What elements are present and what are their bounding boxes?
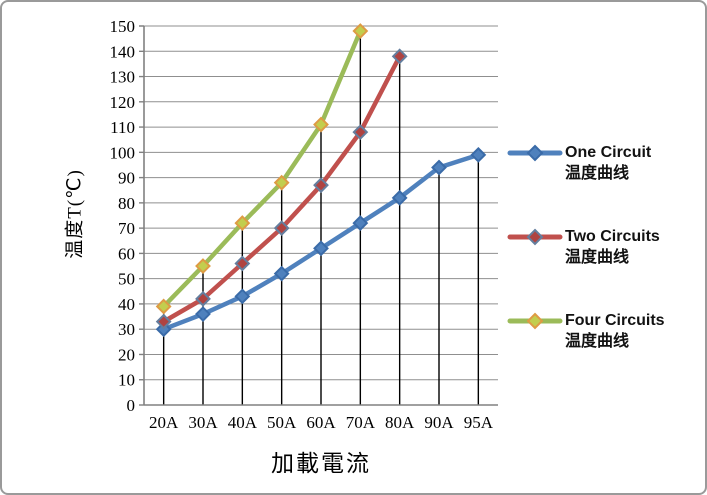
svg-text:90: 90 [118,169,135,188]
legend-label-four-circuits: Four Circuits [565,312,665,329]
svg-text:50A: 50A [267,413,297,432]
svg-text:60: 60 [118,244,135,263]
svg-text:80: 80 [118,194,135,213]
x-axis-title: 加載電流 [271,451,371,476]
svg-text:20: 20 [118,345,135,364]
series-lines [155,23,487,338]
legend-label-two-circuits: Two Circuits [565,228,660,245]
svg-text:95A: 95A [464,413,494,432]
svg-text:10: 10 [118,371,135,390]
svg-text:140: 140 [110,42,136,61]
axes [139,25,498,406]
drop-lines [162,31,480,405]
svg-text:50: 50 [118,270,135,289]
y-axis-title: 温度T(℃) [64,169,86,259]
y-tick-labels: 0 10 20 30 40 50 60 70 80 90 100 110 120 130 140 150 [110,17,136,415]
svg-text:150: 150 [110,17,136,36]
svg-text:90A: 90A [424,413,454,432]
legend-label-two-circuits-cjk: 温度曲线 [565,249,630,266]
svg-text:70A: 70A [346,413,376,432]
svg-text:100: 100 [110,143,136,162]
svg-text:70: 70 [118,219,135,238]
svg-text:110: 110 [110,118,135,137]
legend-label-one-circuit-cjk: 温度曲线 [565,165,630,182]
svg-text:30A: 30A [188,413,218,432]
legend-entry-four-circuits: Four Circuits 温度曲线 [507,310,665,352]
legend-label-four-circuits-cjk: 温度曲线 [565,333,630,350]
svg-text:40A: 40A [228,413,258,432]
svg-text:40: 40 [118,295,135,314]
legend-entry-one-circuit: One Circuit 温度曲线 [507,142,651,184]
x-tick-labels: 20A 30A 40A 50A 60A 70A 80A 90A 95A [149,413,494,432]
four-circuits-series-marker-icon [507,312,563,330]
one-circuit-series-marker-icon [507,144,563,162]
svg-text:120: 120 [110,93,136,112]
two-circuits-series-marker-icon [507,228,563,246]
svg-text:0: 0 [127,396,136,415]
svg-text:130: 130 [110,68,136,87]
svg-text:30: 30 [118,320,135,339]
legend-entry-two-circuits: Two Circuits 温度曲线 [507,226,660,268]
legend-label-one-circuit: One Circuit [565,144,652,161]
svg-text:20A: 20A [149,413,179,432]
svg-text:80A: 80A [385,413,415,432]
svg-text:60A: 60A [306,413,336,432]
